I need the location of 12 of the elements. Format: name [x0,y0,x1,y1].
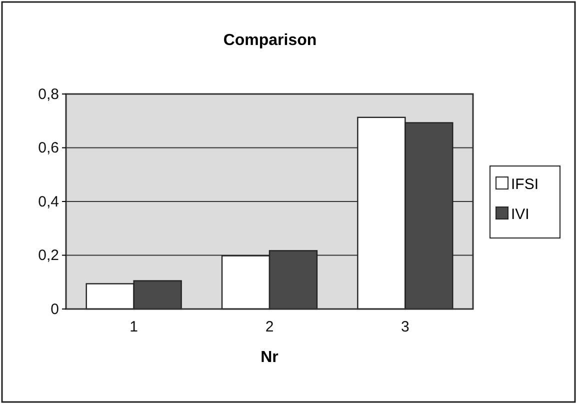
y-tick-label: 0,2 [38,247,59,264]
legend-label: IFSI [511,176,539,193]
chart-title: Comparison [223,32,317,49]
x-tick-label: 2 [265,318,274,336]
y-tick-label: 0,8 [38,86,59,103]
y-tick-label: 0,6 [38,140,59,157]
x-tick-label: 3 [400,318,410,336]
y-tick-label: 0,4 [38,193,59,210]
x-axis-title: Nr [260,349,278,366]
y-tick-label: 0 [50,300,59,318]
x-tick-label: 1 [130,318,138,336]
legend-label: IVI [511,206,530,223]
